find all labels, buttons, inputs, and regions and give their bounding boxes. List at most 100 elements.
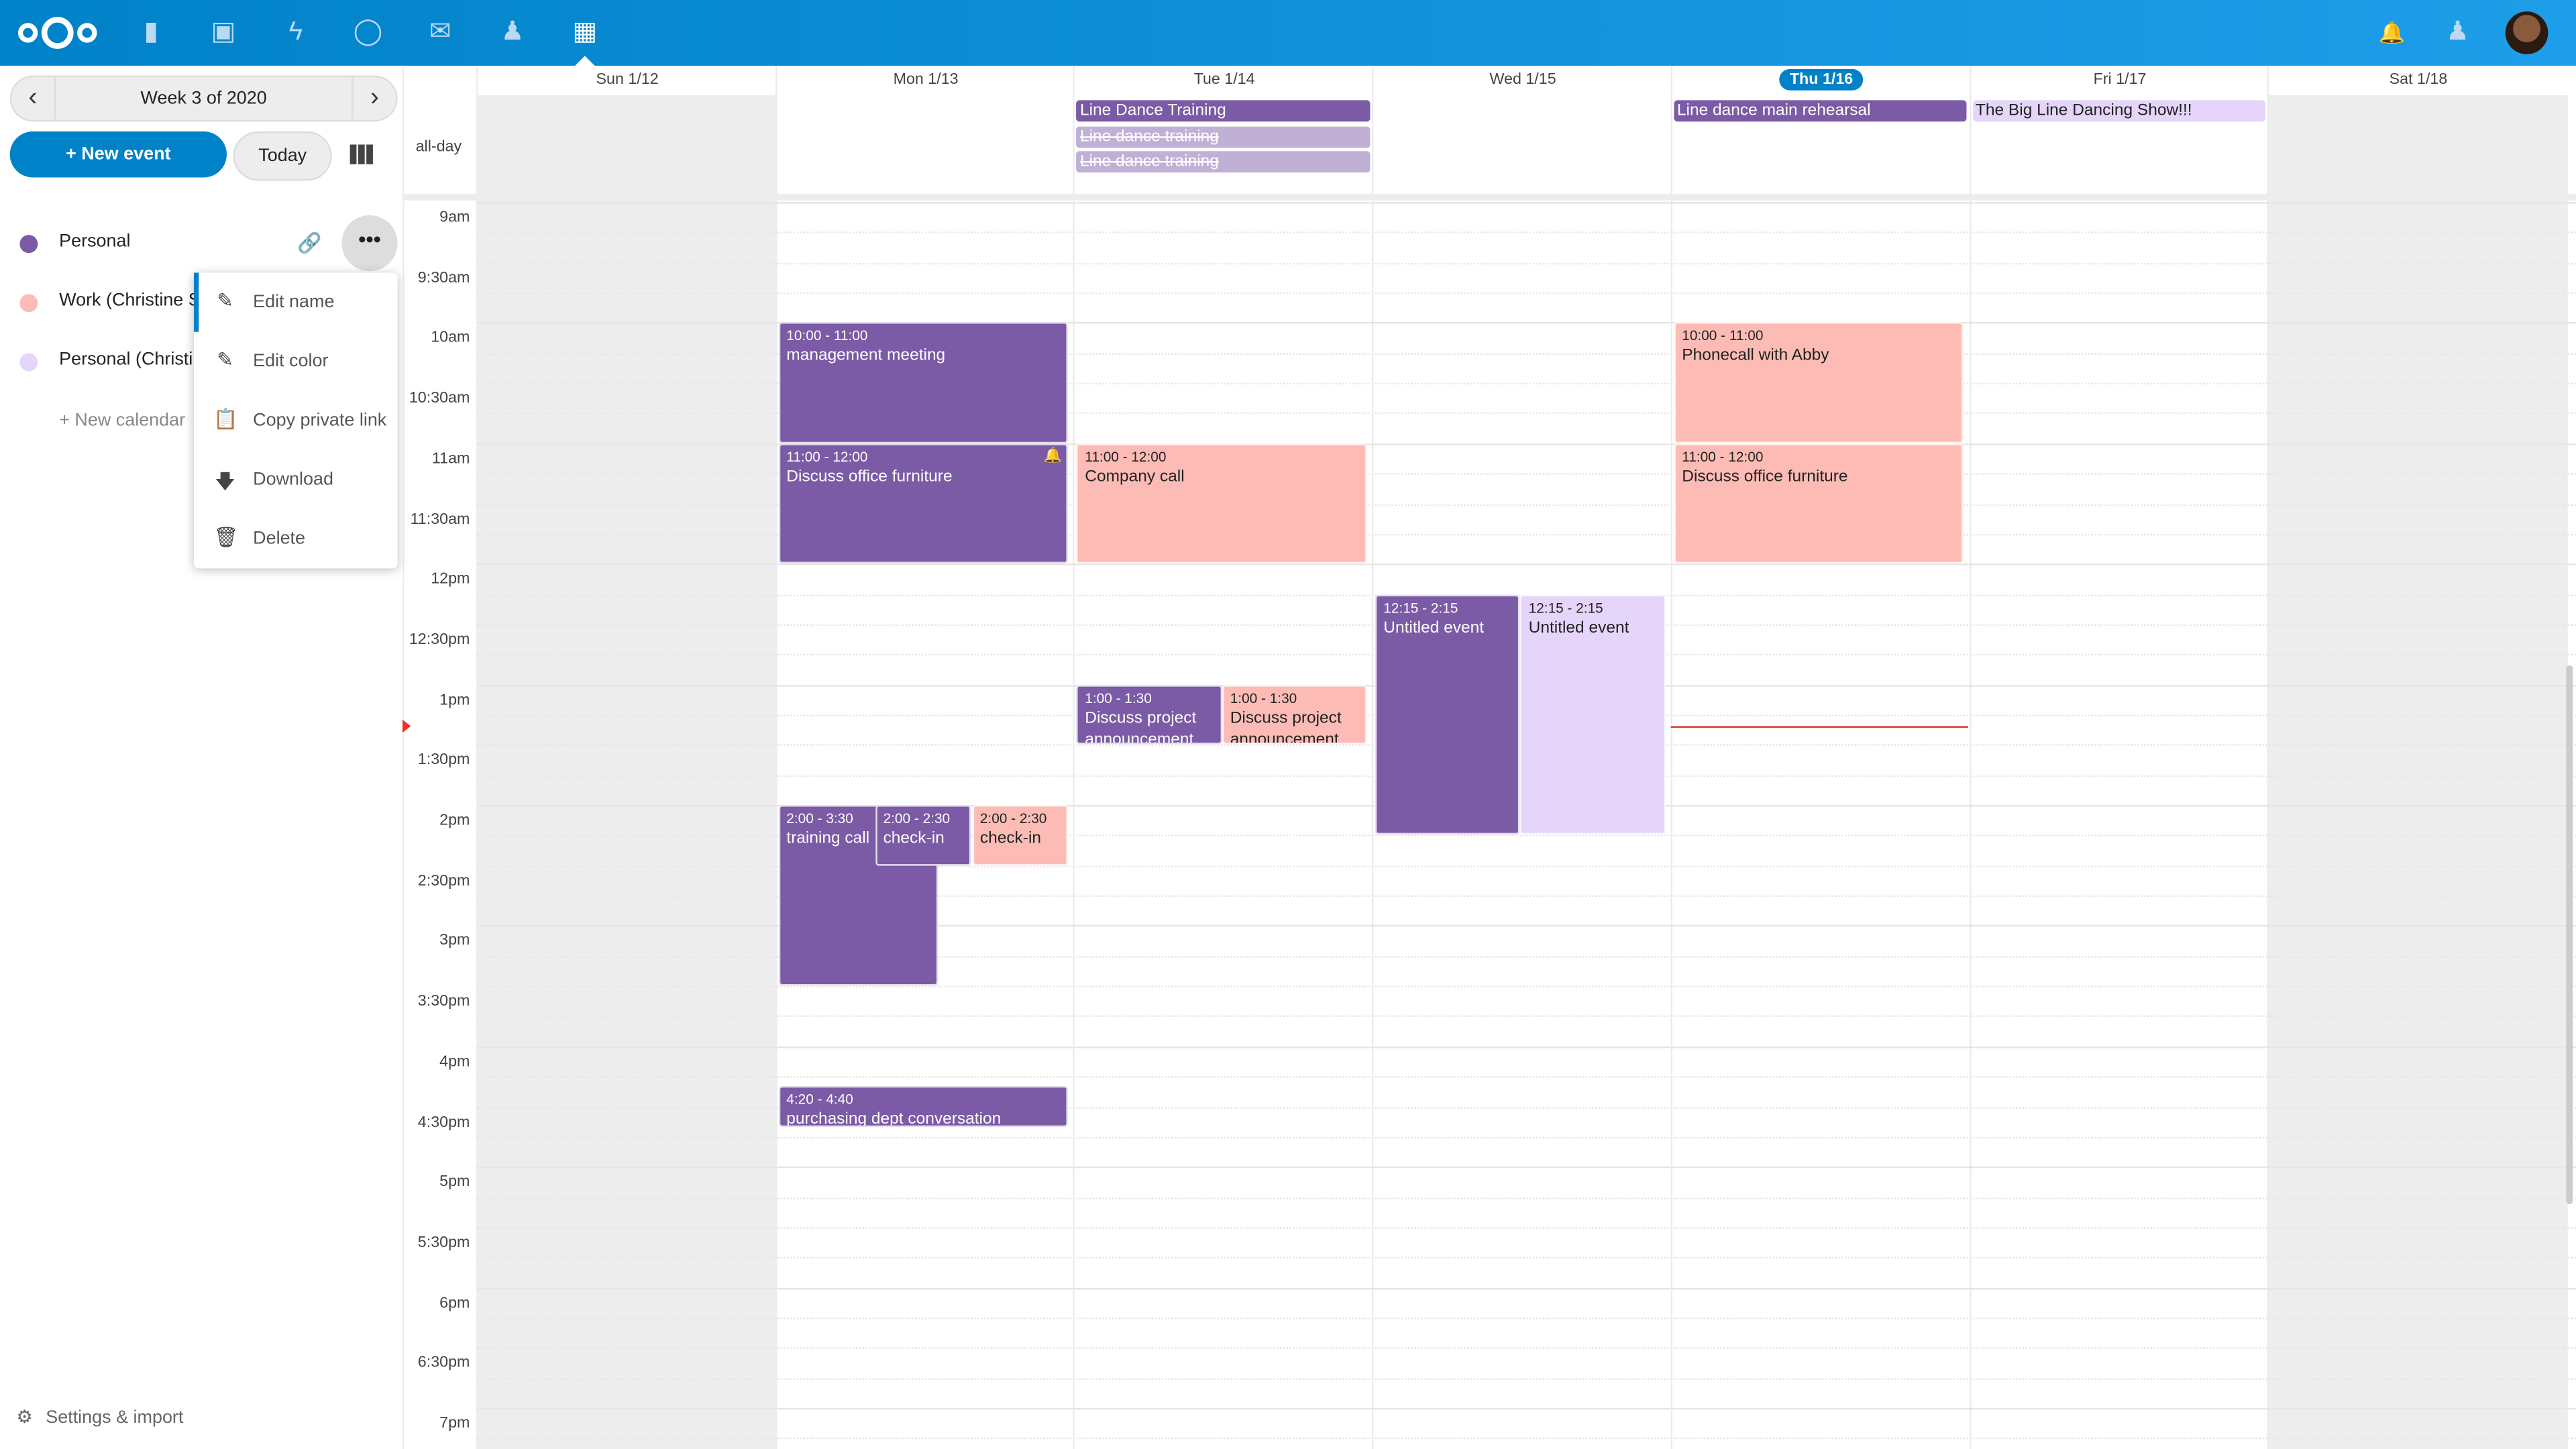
day-header[interactable]: Thu 1/16 [1670, 65, 1970, 96]
allday-event[interactable]: Line dance training [1077, 151, 1371, 173]
calendar-event[interactable]: 12:15 - 2:15 Untitled event [1375, 594, 1521, 835]
more-options-button[interactable]: ••• [341, 215, 398, 272]
pencil-icon: ✎ [217, 289, 233, 313]
grid-line [476, 1287, 2576, 1289]
event-time: 1:00 - 1:30 [1230, 689, 1297, 706]
grid-line [476, 473, 2576, 476]
time-label: 5:30pm [417, 1233, 470, 1252]
day-column[interactable] [1073, 95, 1373, 1449]
grid-line [476, 1136, 2576, 1138]
menu-item-edit-color[interactable]: ✎ Edit color [194, 332, 398, 391]
day-header[interactable]: Fri 1/17 [1969, 65, 2269, 96]
grid-line [476, 1257, 2576, 1259]
notifications-icon[interactable]: 🔔 [2378, 19, 2406, 45]
week-grid: all-day Sun 1/12 Mon 1/13 Tue 1/14 Wed 1/15… [402, 65, 2576, 1449]
calendar-color-dot[interactable] [19, 235, 38, 254]
day-label: Fri 1/17 [2093, 70, 2147, 89]
event-title: Discuss project announcement [1085, 708, 1197, 745]
day-label: Tue 1/14 [1193, 70, 1255, 89]
menu-label: Edit name [253, 292, 335, 313]
grid-line [476, 382, 2576, 385]
calendar-event[interactable]: 11:00 - 12:00 Discuss office furniture 🔔 [778, 443, 1069, 564]
grid-line [476, 1197, 2576, 1199]
allday-event[interactable]: Line dance main rehearsal [1674, 100, 1968, 122]
allday-event[interactable]: Line dance training [1077, 125, 1371, 148]
allday-event[interactable]: The Big Line Dancing Show!!! [1972, 100, 2266, 122]
menu-item-download[interactable]: 🡇 Download [194, 450, 398, 509]
grid-line [476, 1046, 2576, 1048]
calendar-event[interactable]: 2:00 - 2:30 check-in [875, 805, 972, 865]
day-header[interactable]: Sat 1/18 [2267, 65, 2567, 96]
calendar-event[interactable]: 2:00 - 2:30 check-in [971, 805, 1069, 865]
scrollbar[interactable] [2566, 665, 2573, 1205]
contacts-menu-icon[interactable]: ♟ [2446, 17, 2470, 46]
calendar-name: Personal (Christi [59, 350, 193, 370]
time-label: 5pm [439, 1173, 470, 1191]
event-time: 10:00 - 11:00 [1682, 327, 1764, 344]
calendar-color-dot[interactable] [19, 294, 38, 313]
week-label[interactable]: Week 3 of 2020 [54, 77, 354, 120]
link-icon[interactable]: 🔗 [297, 231, 322, 255]
event-time: 4:20 - 4:40 [786, 1091, 853, 1108]
image-icon[interactable]: ▣ [211, 17, 236, 46]
next-week-button[interactable]: › [370, 83, 379, 112]
calendar-event[interactable]: 10:00 - 11:00 Phonecall with Abby [1674, 322, 1964, 443]
day-column[interactable] [1372, 95, 1672, 1449]
calendar-color-dot[interactable] [19, 353, 38, 372]
day-column[interactable] [2267, 95, 2568, 1449]
calendar-event[interactable]: 1:00 - 1:30 Discuss project announcement [1222, 684, 1367, 745]
folder-icon[interactable]: ▮ [144, 17, 159, 46]
grid-line [476, 1167, 2576, 1169]
calendar-name: Work (Christine S [59, 290, 194, 311]
grid-line [476, 322, 2576, 325]
menu-item-edit-name[interactable]: ✎ Edit name [194, 273, 398, 332]
event-time: 12:15 - 2:15 [1528, 598, 1603, 616]
day-column[interactable] [476, 95, 777, 1449]
calendar-event[interactable]: 11:00 - 12:00 Company call [1077, 443, 1367, 564]
day-header[interactable]: Tue 1/14 [1073, 65, 1373, 96]
previous-week-button[interactable]: ‹ [28, 83, 38, 112]
calendar-event[interactable]: 1:00 - 1:30 Discuss project announcement [1077, 684, 1222, 745]
calendar-event[interactable]: 4:20 - 4:40 purchasing dept conversation [778, 1086, 1069, 1127]
menu-item-copy-private-link[interactable]: 📋 Copy private link [194, 391, 398, 450]
calendar-event[interactable]: 10:00 - 11:00 management meeting [778, 322, 1069, 443]
grid-line [476, 865, 2576, 867]
calendar-item-personal-shared[interactable]: Personal (Christi [0, 332, 402, 391]
calendar-item-personal[interactable]: Personal [0, 213, 402, 272]
calendar-event[interactable]: 12:15 - 2:15 Untitled event [1520, 594, 1666, 835]
calendar-item-work[interactable]: Work (Christine S [0, 273, 402, 332]
view-switch-icon[interactable] [350, 144, 373, 164]
event-title: Company call [1085, 468, 1185, 486]
top-bar: ▮ ▣ ϟ ◯ ✉ ♟ ▦ 🔔 ♟ [0, 0, 2576, 66]
avatar[interactable] [2505, 11, 2548, 54]
today-button[interactable]: Today [233, 131, 332, 181]
grid-line [476, 413, 2576, 415]
time-label: 4pm [439, 1053, 470, 1071]
settings-button[interactable]: ⚙ Settings & import [16, 1406, 197, 1428]
lightning-icon[interactable]: ϟ [288, 17, 303, 46]
calendar-event[interactable]: 11:00 - 12:00 Discuss office furniture [1674, 443, 1964, 564]
time-label: 6:30pm [417, 1354, 470, 1373]
nextcloud-logo[interactable] [16, 15, 98, 51]
time-label: 10am [431, 329, 470, 347]
calendar-icon[interactable]: ▦ [572, 17, 598, 46]
day-column[interactable] [1670, 95, 1970, 1449]
grid-line [476, 352, 2576, 355]
allday-label: all-day [415, 138, 462, 156]
allday-event[interactable]: Line Dance Training [1077, 100, 1371, 122]
current-time-line [1670, 727, 1970, 729]
day-header[interactable]: Sun 1/12 [476, 65, 776, 96]
new-calendar-button[interactable]: + New calendar [59, 411, 186, 431]
contacts-icon[interactable]: ♟ [500, 17, 525, 46]
new-event-button[interactable]: + New event [9, 131, 227, 178]
day-header[interactable]: Wed 1/15 [1372, 65, 1672, 96]
event-title: Untitled event [1528, 619, 1629, 637]
chat-icon[interactable]: ◯ [353, 17, 383, 46]
day-label: Sun 1/12 [596, 70, 659, 89]
day-column[interactable] [775, 95, 1075, 1449]
menu-item-delete[interactable]: 🗑 Delete [194, 509, 398, 568]
day-header[interactable]: Mon 1/13 [775, 65, 1075, 96]
day-column[interactable] [1969, 95, 2269, 1449]
calendar-name: Personal [59, 231, 131, 252]
mail-icon[interactable]: ✉ [429, 17, 451, 46]
